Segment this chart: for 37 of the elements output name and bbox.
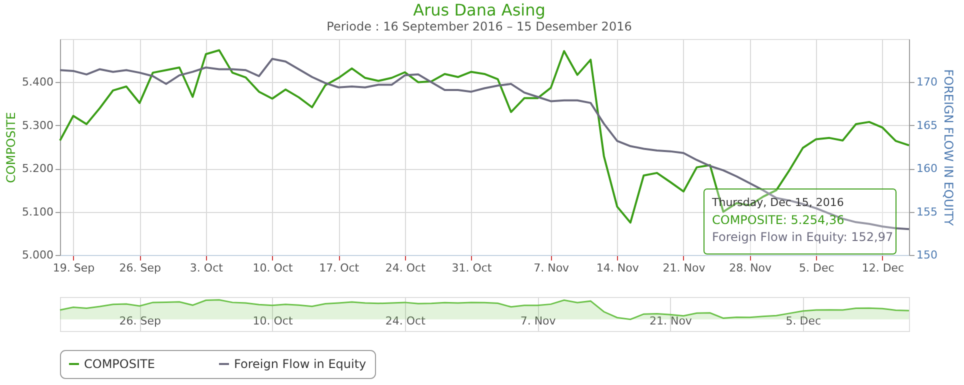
x-tick-label: 24. Oct xyxy=(385,262,426,274)
x-tick-label: 7. Nov xyxy=(520,314,556,328)
x-tick-label: 12. Dec xyxy=(862,262,904,274)
chart-title: Arus Dana Asing xyxy=(413,0,546,20)
y-axis-title: COMPOSITE xyxy=(4,112,18,183)
x-tick-label: 3. Oct xyxy=(190,262,224,274)
y-tick-label: 5.400 xyxy=(22,76,54,89)
annotation: COMPOSITE: 5.254,36 xyxy=(712,213,844,227)
annotation: Foreign Flow in Equity: 152,97 xyxy=(712,230,894,244)
x-tick-label: 24. Oct xyxy=(385,314,426,328)
x-tick-label: 17. Oct xyxy=(319,262,360,274)
chart-subtitle: Periode : 16 September 2016 – 15 Desember 2016 xyxy=(326,20,632,34)
x-tick-label: 5. Dec xyxy=(786,314,822,328)
y2-axis-title: FOREIGN FLOW IN EQUITY xyxy=(941,69,956,226)
y2-tick-label: 155 xyxy=(916,205,938,218)
y-tick-label: 5.200 xyxy=(22,162,54,176)
y2-tick-label: 165 xyxy=(916,118,938,132)
x-tick-label: 5. Dec xyxy=(799,262,834,274)
x-tick-label: 21. Nov xyxy=(662,262,706,274)
y-tick-label: 5.100 xyxy=(22,205,54,218)
x-tick-label: 26. Sep xyxy=(119,262,161,274)
y2-tick-label: 160 xyxy=(916,162,938,176)
y-tick-label: 5.300 xyxy=(22,118,54,132)
x-tick-label: 19. Sep xyxy=(52,262,95,274)
x-tick-label: 10. Oct xyxy=(252,314,294,328)
x-tick-label: 10. Oct xyxy=(252,262,294,274)
x-tick-label: 21. Nov xyxy=(649,314,692,328)
y2-tick-label: 170 xyxy=(916,76,938,89)
x-tick-label: 14. Nov xyxy=(596,262,640,274)
x-tick-label: 28. Nov xyxy=(729,262,772,274)
x-tick-label: 7. Nov xyxy=(534,262,570,274)
x-tick-label: 31. Oct xyxy=(452,262,492,274)
legend-label: Foreign Flow in Equity xyxy=(234,357,366,371)
y-tick-label: 5.000 xyxy=(22,248,54,262)
x-tick-label: 26. Sep xyxy=(119,314,161,328)
legend-label: COMPOSITE xyxy=(84,357,155,371)
y2-tick-label: 150 xyxy=(916,248,938,262)
